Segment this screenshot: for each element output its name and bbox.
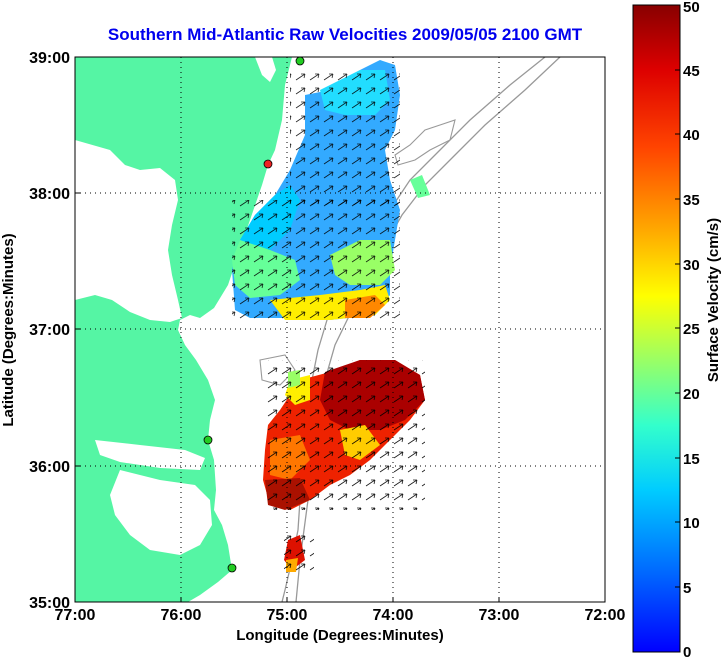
chesapeake-bay <box>75 140 182 322</box>
y-tick-label: 38:00 <box>29 186 70 203</box>
x-tick-label: 76:00 <box>161 607 202 624</box>
x-tick-label: 73:00 <box>479 607 520 624</box>
colorbar-tick-label: 40 <box>683 127 700 144</box>
shelf-contour <box>281 57 546 602</box>
south-velocity-field <box>263 360 425 575</box>
colorbar-tick-label: 45 <box>683 63 700 80</box>
chart-title: Southern Mid-Atlantic Raw Velocities 200… <box>108 25 583 44</box>
colorbar-label: Surface Velocity (cm/s) <box>705 218 722 382</box>
colorbar-tick-label: 0 <box>683 644 691 659</box>
x-tick-label: 77:00 <box>55 607 96 624</box>
y-tick-label: 37:00 <box>29 322 70 339</box>
plot-area <box>75 57 605 602</box>
station-marker <box>295 57 305 66</box>
colorbar-tick-label: 25 <box>683 321 700 338</box>
colorbar-tick-label: 20 <box>683 386 700 403</box>
albemarle-sound <box>95 440 205 470</box>
y-tick-labels: 39:00 38:00 37:00 36:00 35:00 <box>29 50 70 612</box>
x-tick-label: 74:00 <box>373 607 414 624</box>
colorbar <box>632 4 681 653</box>
x-tick-labels: 77:00 76:00 75:00 74:00 73:00 72:00 <box>55 607 626 624</box>
colorbar-tick-labels: 50 45 40 35 30 25 20 15 10 5 0 <box>683 0 700 659</box>
y-tick-label: 35:00 <box>29 595 70 612</box>
colorbar-tick-label: 5 <box>683 580 691 597</box>
colorbar-tick-label: 50 <box>683 0 700 16</box>
colorbar-tick-label: 35 <box>683 192 700 209</box>
delaware-bay <box>255 57 276 82</box>
pamlico-sound <box>110 470 212 555</box>
x-tick-label: 75:00 <box>267 607 308 624</box>
grid-lines <box>75 57 605 602</box>
y-tick-label: 36:00 <box>29 459 70 476</box>
station-marker <box>263 159 273 169</box>
y-tick-label: 39:00 <box>29 50 70 67</box>
station-marker <box>227 563 237 573</box>
north-velocity-field <box>232 60 430 320</box>
colorbar-ticks <box>675 69 680 588</box>
x-tick-label: 72:00 <box>585 607 626 624</box>
colorbar-tick-label: 10 <box>683 515 700 532</box>
colorbar-tick-label: 15 <box>683 451 700 468</box>
y-axis-label: Latitude (Degrees:Minutes) <box>0 233 17 426</box>
tick-marks <box>75 192 500 602</box>
station-marker <box>203 435 213 445</box>
x-axis-label: Longitude (Degrees:Minutes) <box>236 627 444 644</box>
canyon-contour <box>394 119 456 166</box>
colorbar-tick-label: 30 <box>683 257 700 274</box>
